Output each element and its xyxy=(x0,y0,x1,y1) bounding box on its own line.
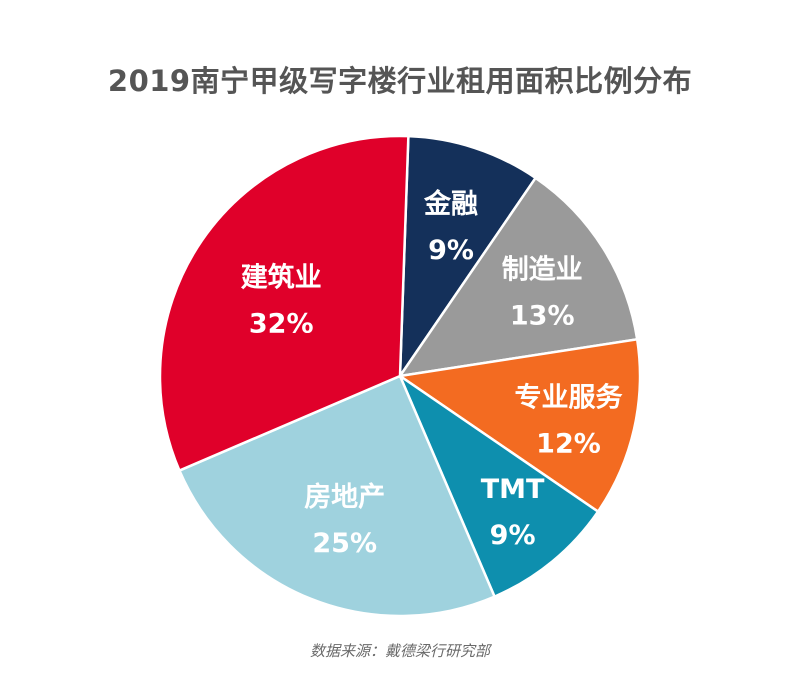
pie-slice-6 xyxy=(158,134,410,472)
chart-source: 数据来源：戴德梁行研究部 xyxy=(309,642,490,660)
slice-category-label-4: TMT xyxy=(481,474,545,505)
slice-category-label-1: 金融 xyxy=(423,188,478,220)
pie-slices xyxy=(158,134,642,618)
pie-slice-3 xyxy=(398,338,642,513)
slice-category-label-3: 专业服务 xyxy=(515,382,623,413)
pie-slice-2 xyxy=(398,176,639,378)
pie-slice-4 xyxy=(398,374,600,598)
slice-value-label-6: 32% xyxy=(249,309,314,340)
slice-value-label-5: 25% xyxy=(312,528,377,559)
slice-category-label-5: 房地产 xyxy=(304,482,385,513)
slice-value-label-4: 9% xyxy=(490,520,536,551)
slice-value-label-1: 9% xyxy=(428,235,474,266)
chart-title: 2019南宁甲级写字楼行业租用面积比例分布 xyxy=(107,64,693,98)
slice-category-label-6: 建筑业 xyxy=(241,262,322,294)
pie-slice-5 xyxy=(178,374,496,618)
slice-category-label-2: 制造业 xyxy=(502,255,583,286)
pie-labels: 金融 9% 制造业 13% 专业服务 12% TMT 9% 房地产 25% 建筑业 32% xyxy=(241,188,623,559)
pie-slice-1 xyxy=(398,134,537,378)
slice-value-label-2: 13% xyxy=(510,301,575,332)
slice-value-label-3: 12% xyxy=(536,428,601,459)
